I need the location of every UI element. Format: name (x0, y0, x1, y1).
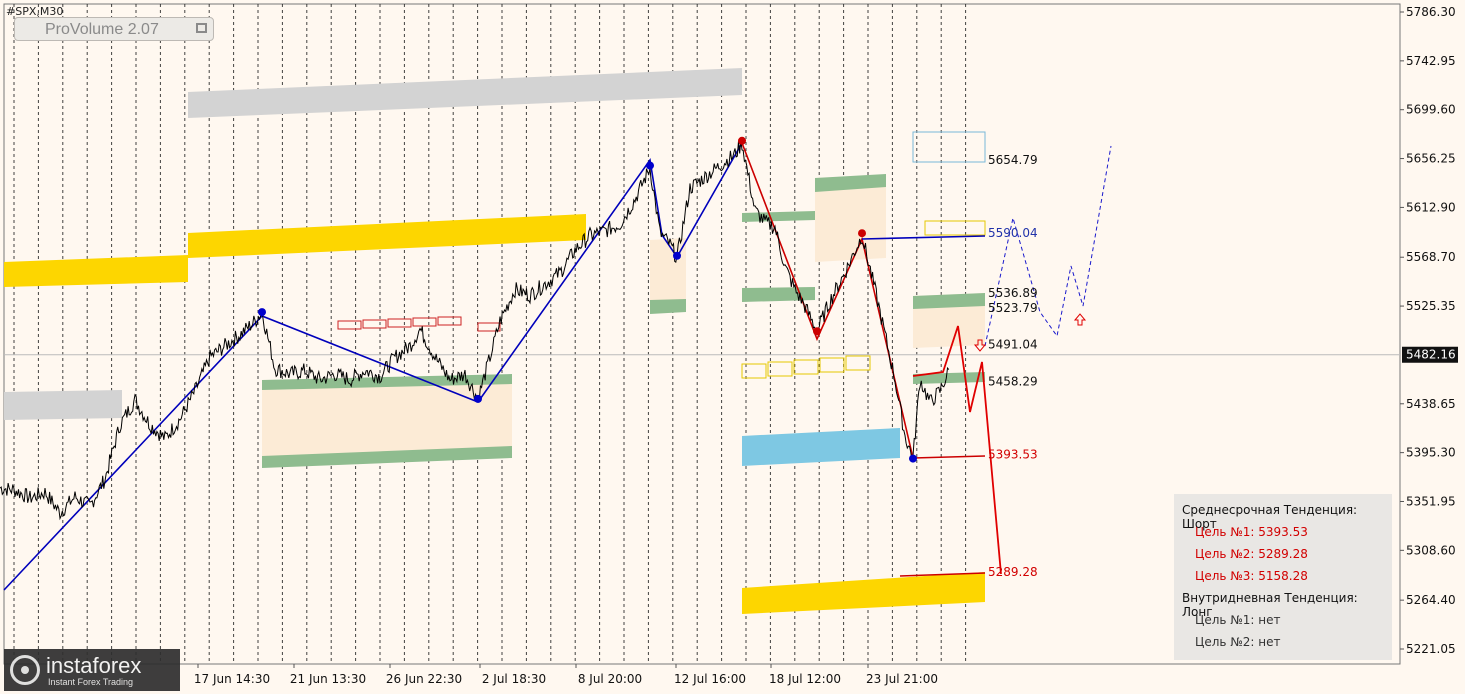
y-tick-label: 5308.60 (1406, 543, 1456, 557)
green-band-5 (742, 287, 815, 302)
y-tick-label: 5742.95 (1406, 54, 1456, 68)
support-line (912, 455, 986, 459)
yellow-band-bottom (742, 572, 985, 614)
up-arrow-icon (1073, 313, 1087, 326)
medium-target-1: Цель №1: 5393.53 (1195, 525, 1308, 539)
level-label: 5654.79 (988, 153, 1038, 167)
y-tick-label: 5221.05 (1406, 642, 1456, 656)
intraday-trend-heading: Внутридневная Тенденция: Лонг (1182, 591, 1358, 619)
forecast-box-blue (912, 131, 986, 163)
green-band-4 (815, 174, 886, 192)
x-tick-label: 21 Jun 13:30 (290, 672, 366, 686)
wave-point (858, 229, 866, 238)
level-label: 5536.89 (988, 286, 1038, 300)
yellow-outline-box (741, 363, 767, 379)
y-tick-label: 5699.60 (1406, 103, 1456, 117)
red-outline-box (437, 316, 462, 326)
indicator-badge[interactable]: ProVolume 2.07 (14, 17, 214, 41)
y-tick-label: 5656.25 (1406, 152, 1456, 166)
y-tick-label: 5786.30 (1406, 5, 1456, 19)
wave-point (909, 454, 917, 463)
logo-tagline: Instant Forex Trading (48, 677, 134, 687)
x-tick-label: 17 Jun 14:30 (194, 672, 270, 686)
forecast-box-yellow (924, 220, 986, 236)
yellow-band-left (4, 255, 188, 287)
level-label: 5289.28 (988, 565, 1038, 579)
y-tick-label: 5525.35 (1406, 299, 1456, 313)
down-arrow-icon (973, 339, 987, 352)
y-tick-label: 5395.30 (1406, 446, 1456, 460)
brand-logo: instaforex Instant Forex Trading (4, 649, 180, 691)
grey-band-top (188, 68, 742, 118)
x-tick-label: 26 Jun 22:30 (386, 672, 462, 686)
red-outline-box (337, 320, 362, 330)
level-label: 5393.53 (988, 448, 1038, 462)
green-band-8 (913, 372, 985, 384)
restore-icon[interactable] (196, 23, 207, 33)
x-tick-label: 2 Jul 18:30 (482, 672, 546, 686)
level-label: 5590.04 (988, 226, 1038, 240)
long-forecast (984, 145, 1112, 347)
y-tick-label: 5264.40 (1406, 593, 1456, 607)
wave-markers (258, 136, 917, 463)
red-outline-box (477, 322, 501, 332)
green-band-7 (913, 293, 985, 309)
forecast-paths (912, 145, 1112, 575)
volume-box-3 (815, 175, 886, 262)
red-outline-box (412, 317, 437, 327)
volume-box-2 (650, 238, 686, 302)
current-price-tag (1402, 346, 1458, 363)
x-tick-label: 12 Jul 16:00 (674, 672, 746, 686)
volume-zones (4, 68, 986, 614)
level-label: 5458.29 (988, 375, 1038, 389)
red-outline-box (362, 319, 387, 329)
wave-point (474, 394, 482, 403)
y-tick-label: 5568.70 (1406, 250, 1456, 264)
x-tick-label: 8 Jul 20:00 (578, 672, 642, 686)
level-label: 5523.79 (988, 301, 1038, 315)
green-band-2 (262, 446, 512, 468)
y-tick-label: 5612.90 (1406, 200, 1456, 214)
yellow-outline-box (845, 355, 871, 371)
wave-point (673, 251, 681, 260)
short-forecast (912, 325, 1002, 575)
target-line (899, 572, 986, 577)
x-tick-label: 18 Jul 12:00 (769, 672, 841, 686)
medium-target-2: Цель №2: 5289.28 (1195, 547, 1308, 561)
wave-point (646, 161, 654, 170)
yellow-band-mid (188, 214, 586, 258)
medium-target-3: Цель №3: 5158.28 (1195, 569, 1308, 583)
green-band-3 (650, 299, 686, 314)
price-series (0, 139, 950, 521)
logo-name: instaforex (46, 653, 142, 678)
wave-point (738, 136, 746, 145)
price-line (0, 139, 950, 521)
volume-box-1 (262, 378, 512, 460)
level-label: 5491.04 (988, 338, 1038, 352)
y-tick-label: 5351.95 (1406, 494, 1456, 508)
indicator-label: ProVolume 2.07 (45, 21, 159, 38)
current-price-label: 5482.16 (1406, 348, 1456, 362)
grey-band-left (4, 390, 122, 420)
blue-band (742, 428, 900, 466)
resistance-line (861, 235, 986, 240)
axes: 5786.30 5742.95 5699.60 5656.25 5612.90 5568.… (194, 5, 1458, 686)
medium-trend-heading: Среднесрочная Тенденция: Шорт (1182, 503, 1358, 531)
yellow-outline-box (819, 357, 845, 373)
logo-icon (10, 655, 40, 685)
intraday-target-1: Цель №1: нет (1195, 613, 1281, 627)
wave-point (813, 327, 821, 336)
x-tick-label: 23 Jul 21:00 (866, 672, 938, 686)
intraday-target-2: Цель №2: нет (1195, 635, 1281, 649)
wave-point (258, 308, 266, 317)
yellow-outline-box (793, 359, 819, 375)
yellow-outline-box (767, 361, 793, 377)
symbol-label: #SPX,M30 (6, 5, 64, 18)
red-outline-box (387, 318, 412, 328)
y-tick-label: 5438.65 (1406, 397, 1456, 411)
trend-panel: Среднесрочная Тенденция: Шорт Цель №1: 5… (1174, 494, 1392, 660)
